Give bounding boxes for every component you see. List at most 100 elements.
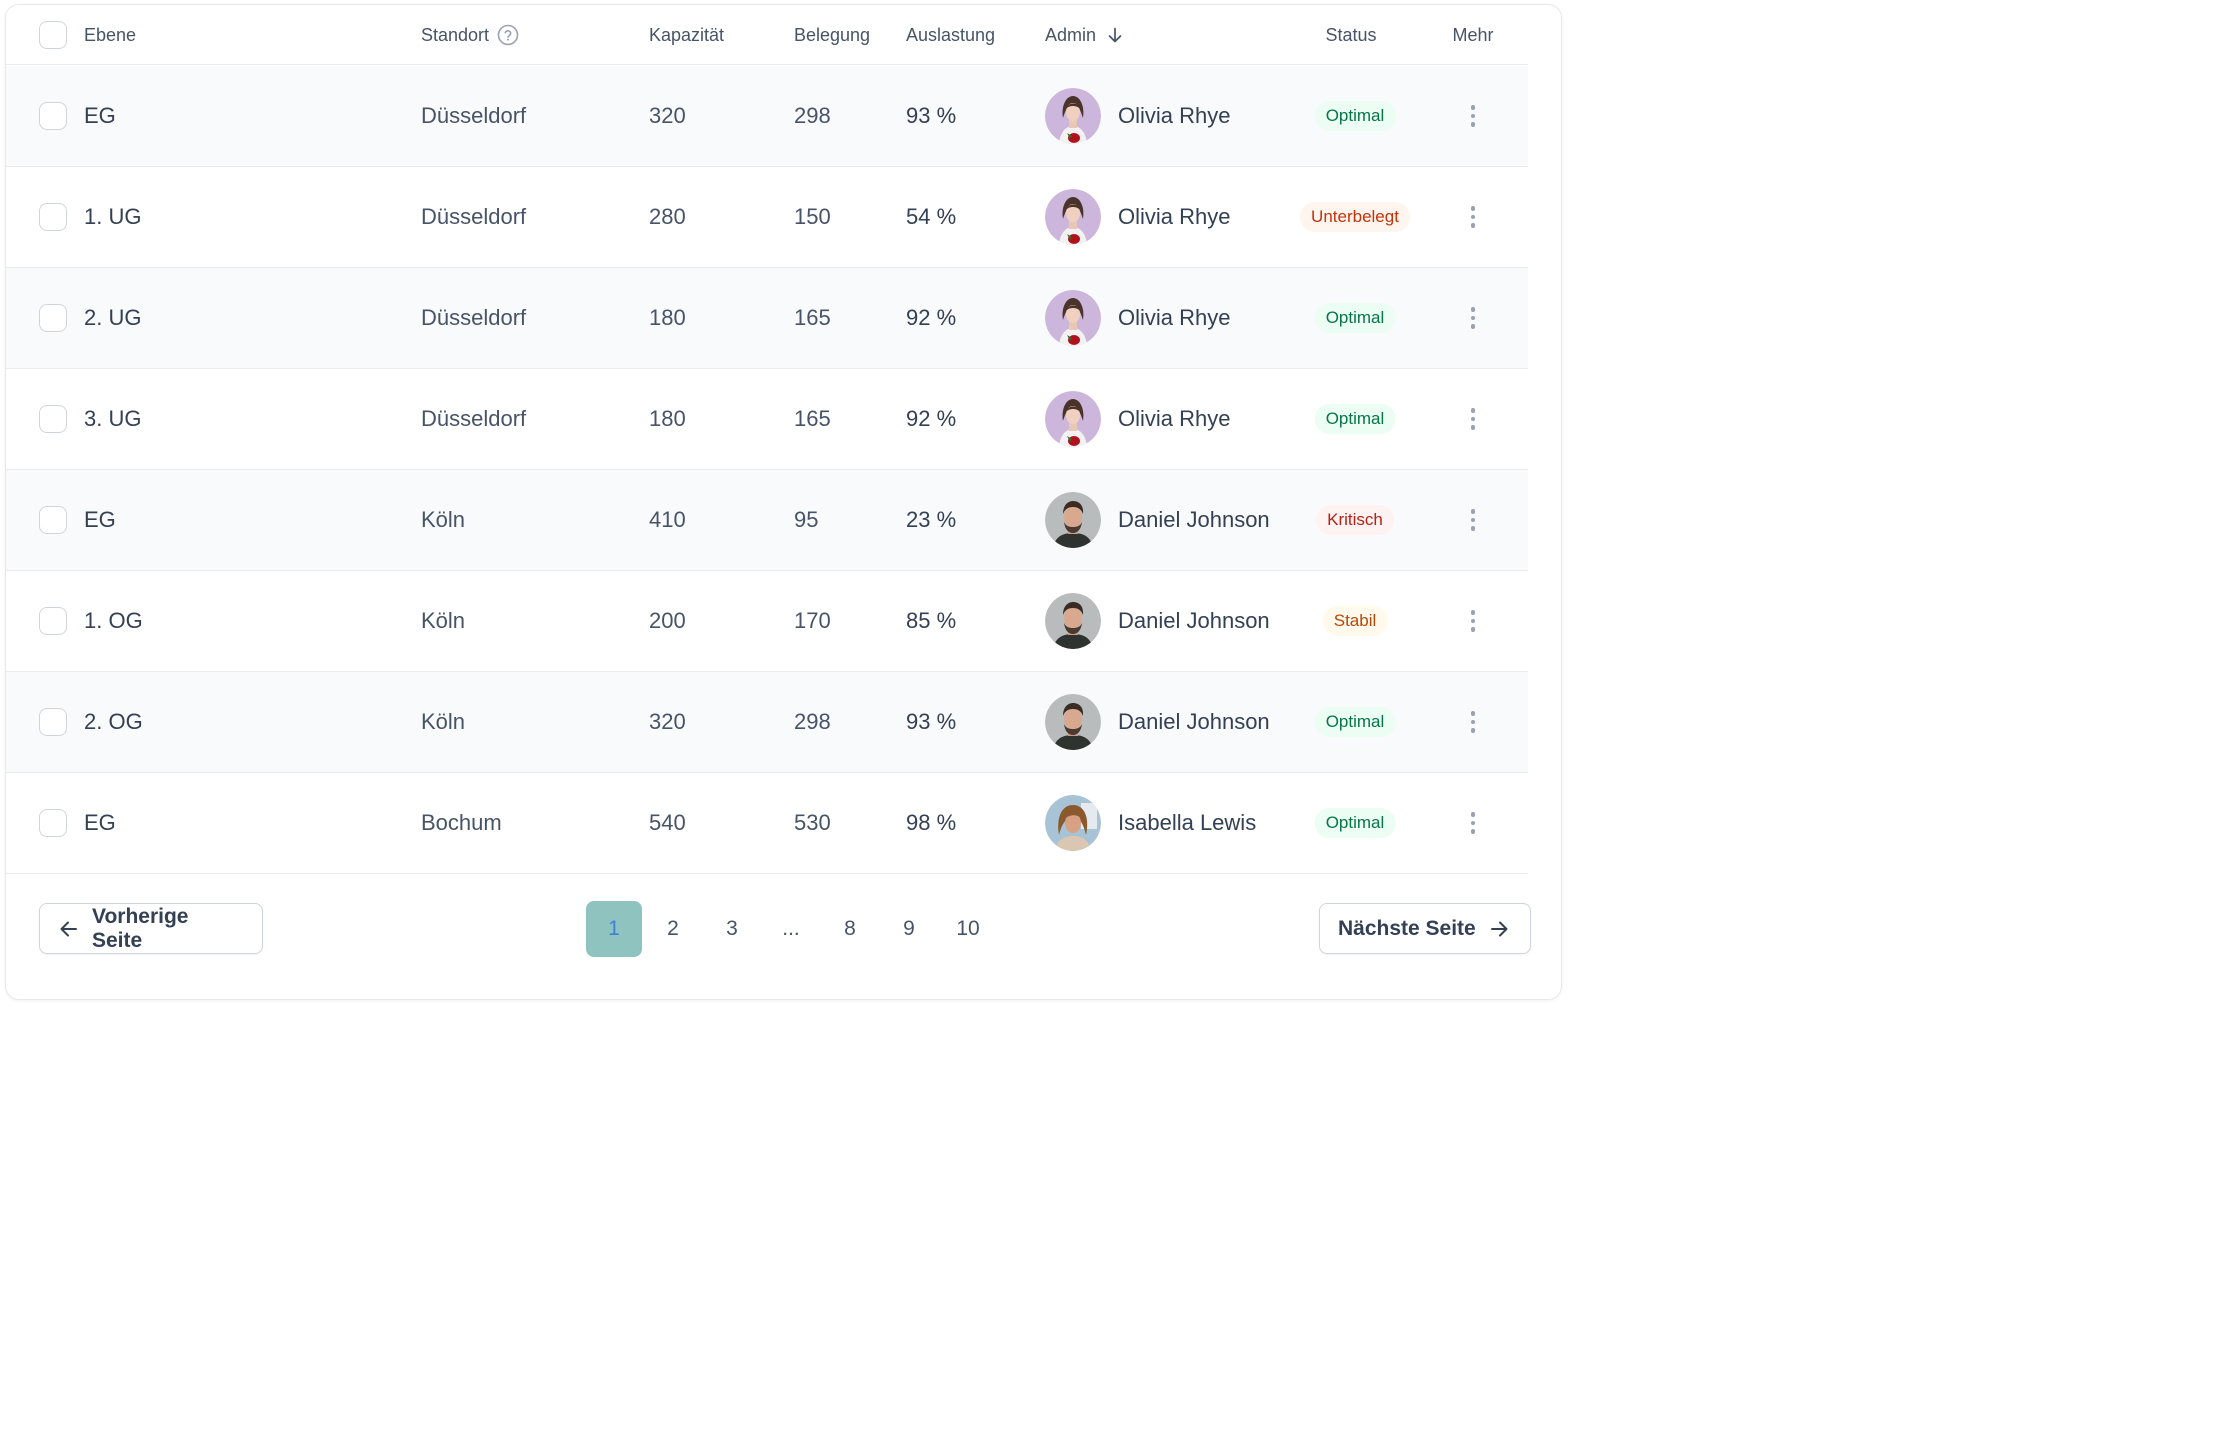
help-circle-icon[interactable] bbox=[497, 24, 519, 46]
cell-admin-name: Isabella Lewis bbox=[1118, 810, 1257, 835]
col-header-status-label: Status bbox=[1325, 24, 1377, 45]
row-checkbox[interactable] bbox=[39, 203, 67, 231]
cell-ebene: 3. UG bbox=[84, 406, 142, 431]
cell-ebene: 2. OG bbox=[84, 709, 143, 734]
cell-kapazitaet: 320 bbox=[649, 709, 686, 734]
col-header-standort[interactable]: Standort bbox=[421, 5, 519, 65]
table-row[interactable]: 1. UG Düsseldorf 280 150 54 % Olivia Rhye Unte… bbox=[6, 167, 1528, 268]
more-vertical-icon[interactable] bbox=[1459, 102, 1487, 130]
status-cell: Kritisch bbox=[1266, 470, 1444, 570]
row-checkbox[interactable] bbox=[39, 708, 67, 736]
table-header: Ebene Standort Kapazität Belegung Auslas… bbox=[6, 5, 1528, 65]
col-header-mehr-label: Mehr bbox=[1452, 24, 1494, 45]
col-header-belegung-label: Belegung bbox=[794, 24, 871, 45]
table-row[interactable]: 2. UG Düsseldorf 180 165 92 % Olivia Rhye Opti… bbox=[6, 268, 1528, 369]
cell-kapazitaet: 180 bbox=[649, 305, 686, 330]
col-header-kapazitaet-label: Kapazität bbox=[649, 24, 725, 45]
table-row[interactable]: 1. OG Köln 200 170 85 % Daniel Johnson Stabil bbox=[6, 571, 1528, 672]
more-vertical-icon[interactable] bbox=[1459, 809, 1487, 837]
more-vertical-icon[interactable] bbox=[1459, 607, 1487, 635]
page-number-button[interactable]: 9 bbox=[903, 917, 915, 940]
next-page-button[interactable]: Nächste Seite bbox=[1319, 903, 1531, 954]
cell-standort: Köln bbox=[421, 709, 466, 734]
col-header-belegung[interactable]: Belegung bbox=[794, 5, 870, 65]
avatar bbox=[1045, 189, 1101, 245]
cell-auslastung: 98 % bbox=[906, 810, 957, 835]
cell-ebene: 1. OG bbox=[84, 608, 143, 633]
cell-standort: Bochum bbox=[421, 810, 502, 835]
col-header-status[interactable]: Status bbox=[1306, 5, 1396, 65]
table-row[interactable]: EG Düsseldorf 320 298 93 % Olivia Rhye Optimal bbox=[6, 66, 1528, 167]
more-vertical-icon[interactable] bbox=[1459, 405, 1487, 433]
cell-auslastung: 92 % bbox=[906, 305, 957, 330]
page-number-button[interactable]: 1 bbox=[586, 901, 642, 957]
table-row[interactable]: EG Köln 410 95 23 % Daniel Johnson Kritisch bbox=[6, 470, 1528, 571]
more-vertical-icon[interactable] bbox=[1459, 506, 1487, 534]
cell-belegung: 95 bbox=[794, 507, 819, 532]
avatar bbox=[1045, 795, 1101, 851]
cell-admin-name: Olivia Rhye bbox=[1118, 103, 1231, 128]
row-checkbox[interactable] bbox=[39, 506, 67, 534]
more-vertical-icon[interactable] bbox=[1459, 304, 1487, 332]
cell-ebene: 1. UG bbox=[84, 204, 142, 229]
cell-belegung: 165 bbox=[794, 305, 831, 330]
levels-table-card: Ebene Standort Kapazität Belegung Auslas… bbox=[5, 4, 1562, 1000]
avatar bbox=[1045, 290, 1101, 346]
row-checkbox[interactable] bbox=[39, 102, 67, 130]
cell-standort: Düsseldorf bbox=[421, 103, 527, 128]
cell-admin-name: Olivia Rhye bbox=[1118, 406, 1231, 431]
cell-kapazitaet: 200 bbox=[649, 608, 686, 633]
cell-auslastung: 93 % bbox=[906, 103, 957, 128]
cell-belegung: 298 bbox=[794, 103, 831, 128]
row-checkbox[interactable] bbox=[39, 304, 67, 332]
col-header-standort-label: Standort bbox=[421, 24, 490, 45]
previous-page-button[interactable]: Vorherige Seite bbox=[39, 903, 263, 954]
col-header-auslastung[interactable]: Auslastung bbox=[906, 5, 995, 65]
col-header-admin-label: Admin bbox=[1045, 24, 1097, 45]
cell-belegung: 170 bbox=[794, 608, 831, 633]
status-cell: Optimal bbox=[1266, 66, 1444, 166]
page-ellipsis: ... bbox=[782, 917, 800, 940]
page-number-button[interactable]: 8 bbox=[844, 917, 856, 940]
status-cell: Optimal bbox=[1266, 268, 1444, 368]
status-badge: Kritisch bbox=[1316, 505, 1394, 535]
table-row[interactable]: 2. OG Köln 320 298 93 % Daniel Johnson Optimal bbox=[6, 672, 1528, 773]
table-row[interactable]: 3. UG Düsseldorf 180 165 92 % Olivia Rhye Opti… bbox=[6, 369, 1528, 470]
cell-auslastung: 23 % bbox=[906, 507, 957, 532]
page-number-button[interactable]: 3 bbox=[726, 917, 738, 940]
row-checkbox[interactable] bbox=[39, 607, 67, 635]
cell-auslastung: 85 % bbox=[906, 608, 957, 633]
cell-kapazitaet: 180 bbox=[649, 406, 686, 431]
col-header-ebene[interactable]: Ebene bbox=[84, 5, 136, 65]
status-cell: Stabil bbox=[1266, 571, 1444, 671]
page-number-button[interactable]: 10 bbox=[956, 917, 980, 940]
table-row[interactable]: EG Bochum 540 530 98 % Isabella Lewis Optimal bbox=[6, 773, 1528, 874]
previous-page-label: Vorherige Seite bbox=[92, 904, 189, 952]
col-header-auslastung-label: Auslastung bbox=[906, 24, 996, 45]
cell-standort: Düsseldorf bbox=[421, 305, 527, 330]
more-vertical-icon[interactable] bbox=[1459, 203, 1487, 231]
arrow-down-icon[interactable] bbox=[1106, 26, 1124, 44]
row-checkbox[interactable] bbox=[39, 405, 67, 433]
avatar bbox=[1045, 492, 1101, 548]
more-vertical-icon[interactable] bbox=[1459, 708, 1487, 736]
select-all-checkbox[interactable] bbox=[39, 21, 67, 49]
col-header-ebene-label: Ebene bbox=[84, 24, 137, 45]
cell-ebene: EG bbox=[84, 810, 116, 835]
col-header-kapazitaet[interactable]: Kapazität bbox=[649, 5, 724, 65]
status-badge: Optimal bbox=[1314, 707, 1396, 737]
avatar bbox=[1045, 391, 1101, 447]
cell-admin-name: Daniel Johnson bbox=[1118, 608, 1270, 633]
status-badge: Optimal bbox=[1314, 101, 1396, 131]
status-cell: Optimal bbox=[1266, 672, 1444, 772]
col-header-admin[interactable]: Admin bbox=[1045, 5, 1124, 65]
page-number-button[interactable]: 2 bbox=[667, 917, 679, 940]
status-badge: Optimal bbox=[1314, 303, 1396, 333]
row-checkbox[interactable] bbox=[39, 809, 67, 837]
status-cell: Unterbelegt bbox=[1266, 167, 1444, 267]
arrow-left-icon bbox=[58, 918, 80, 940]
cell-standort: Düsseldorf bbox=[421, 204, 527, 229]
cell-admin-name: Daniel Johnson bbox=[1118, 709, 1270, 734]
cell-standort: Köln bbox=[421, 608, 466, 633]
status-badge: Optimal bbox=[1314, 808, 1396, 838]
